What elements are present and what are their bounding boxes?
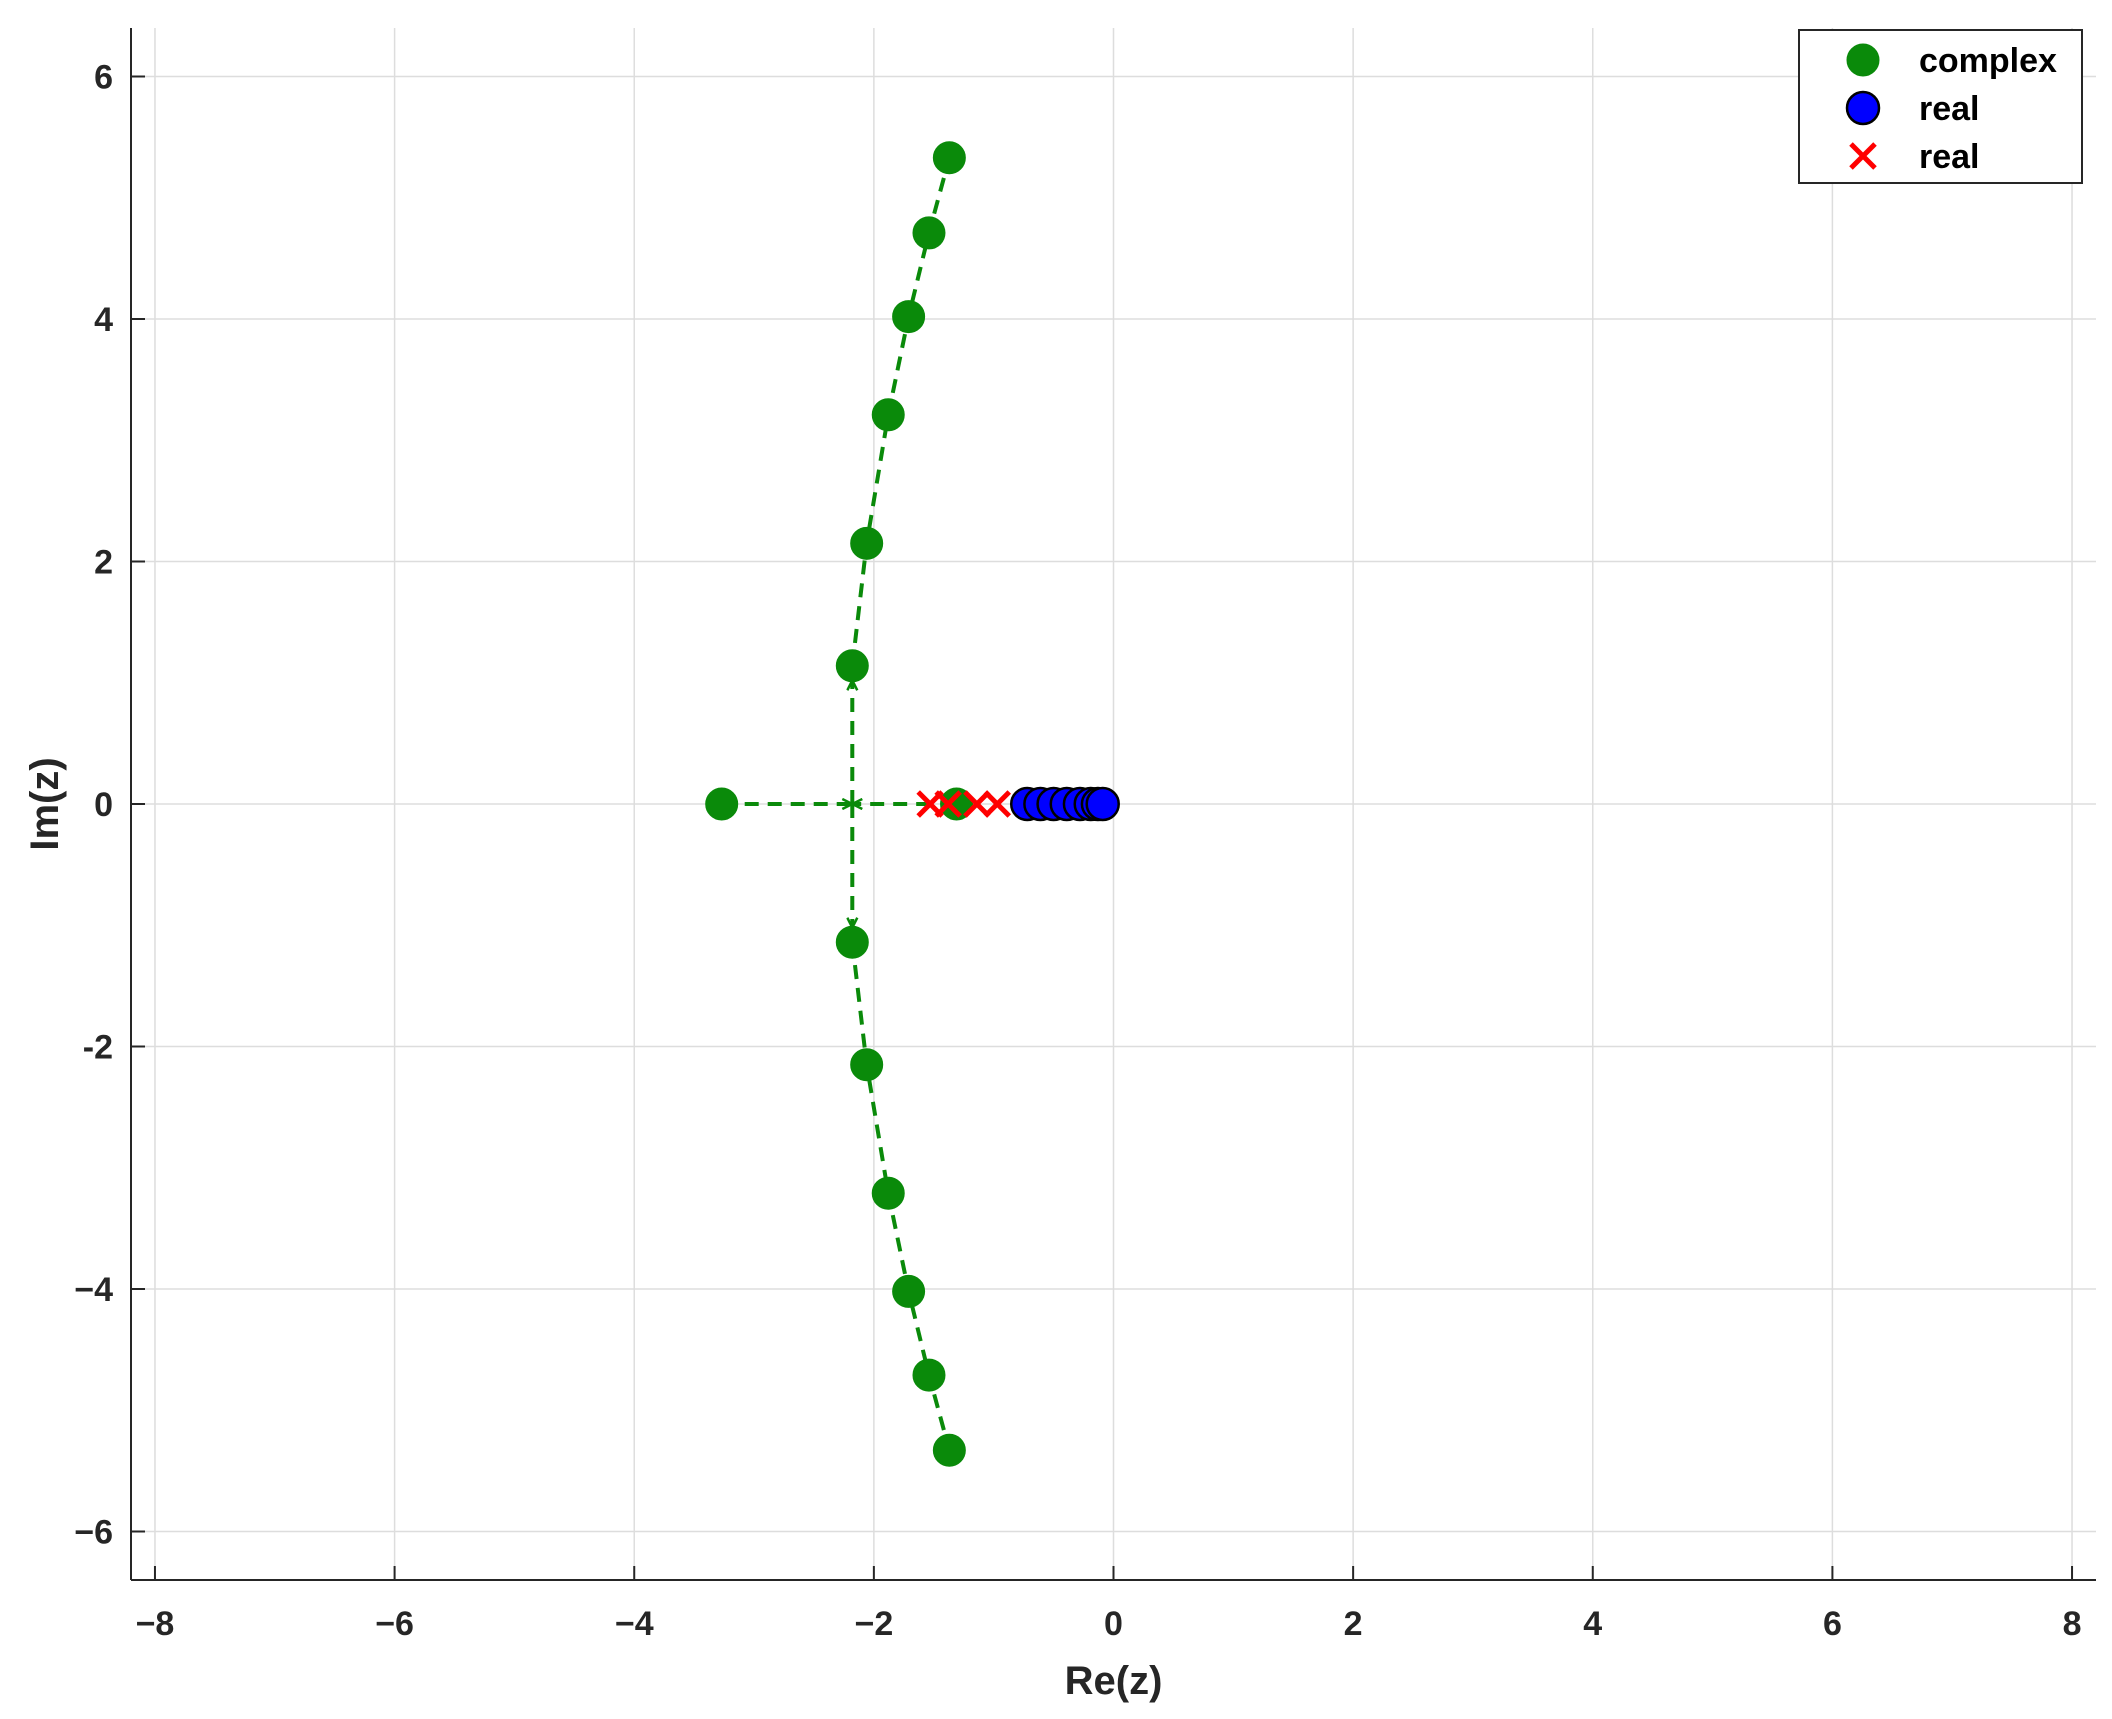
y-axis-label: Im(z) bbox=[23, 757, 67, 850]
y-tick-label: 2 bbox=[94, 544, 113, 582]
complex-point bbox=[705, 787, 739, 821]
x-mark-stroke bbox=[1849, 142, 1877, 170]
complex-point bbox=[940, 787, 974, 821]
y-tick-label: −6 bbox=[74, 1514, 113, 1552]
x-tick-labels: −8 −6 −4 −2 0 2 4 6 8 bbox=[136, 1605, 2082, 1643]
x-tick-label: 0 bbox=[1104, 1605, 1123, 1643]
real-point bbox=[1085, 786, 1120, 822]
x-tick-label: 6 bbox=[1823, 1605, 1842, 1643]
real-x-point bbox=[983, 790, 1012, 818]
complex-point bbox=[871, 398, 905, 432]
x-mark-stroke bbox=[983, 790, 1012, 818]
real-x-point bbox=[934, 790, 962, 818]
x-tick-label: −4 bbox=[615, 1605, 654, 1643]
x-axis-label: Re(z) bbox=[1065, 1659, 1163, 1703]
complex-point bbox=[892, 1274, 926, 1308]
legend-label: real bbox=[1919, 90, 1980, 128]
upper-branch-path bbox=[850, 157, 952, 667]
complex-point bbox=[912, 216, 946, 250]
legend-label: real bbox=[1919, 138, 1980, 176]
complex-point bbox=[892, 300, 926, 334]
x-tick-label: −2 bbox=[854, 1605, 893, 1643]
real-x-point bbox=[963, 790, 991, 818]
x-mark-stroke bbox=[963, 790, 991, 818]
legend-marker bbox=[1846, 43, 1880, 77]
complex-point bbox=[850, 1048, 884, 1082]
locus-paths bbox=[721, 157, 952, 1451]
legend-marker bbox=[1845, 90, 1881, 126]
complex-point bbox=[871, 1176, 905, 1210]
complex-point bbox=[835, 925, 869, 959]
axes bbox=[130, 28, 2096, 1581]
complex-point bbox=[850, 526, 884, 560]
x-tick-label: −8 bbox=[136, 1605, 175, 1643]
legend-marker bbox=[1849, 142, 1877, 170]
y-tick-label: -2 bbox=[83, 1029, 113, 1067]
x-tick-label: 4 bbox=[1583, 1605, 1602, 1643]
y-tick-labels: 6 4 2 0 -2 −4 −6 bbox=[74, 59, 113, 1552]
x-tick-label: 2 bbox=[1344, 1605, 1363, 1643]
complex-point bbox=[835, 649, 869, 683]
complex-point bbox=[932, 1433, 966, 1467]
x-mark-stroke bbox=[934, 790, 962, 818]
x-tick-label: 8 bbox=[2063, 1605, 2082, 1643]
complex-point bbox=[912, 1358, 946, 1392]
data-points bbox=[705, 141, 1120, 1467]
legend-label: complex bbox=[1919, 42, 2057, 80]
y-tick-label: 4 bbox=[94, 301, 113, 339]
y-tick-label: 6 bbox=[94, 59, 113, 97]
x-tick-label: −6 bbox=[375, 1605, 414, 1643]
y-tick-label: 0 bbox=[94, 786, 113, 824]
lower-branch-path bbox=[850, 941, 952, 1451]
complex-point bbox=[932, 141, 966, 175]
legend: complex real real bbox=[1798, 29, 2083, 184]
y-tick-label: −4 bbox=[74, 1271, 113, 1309]
